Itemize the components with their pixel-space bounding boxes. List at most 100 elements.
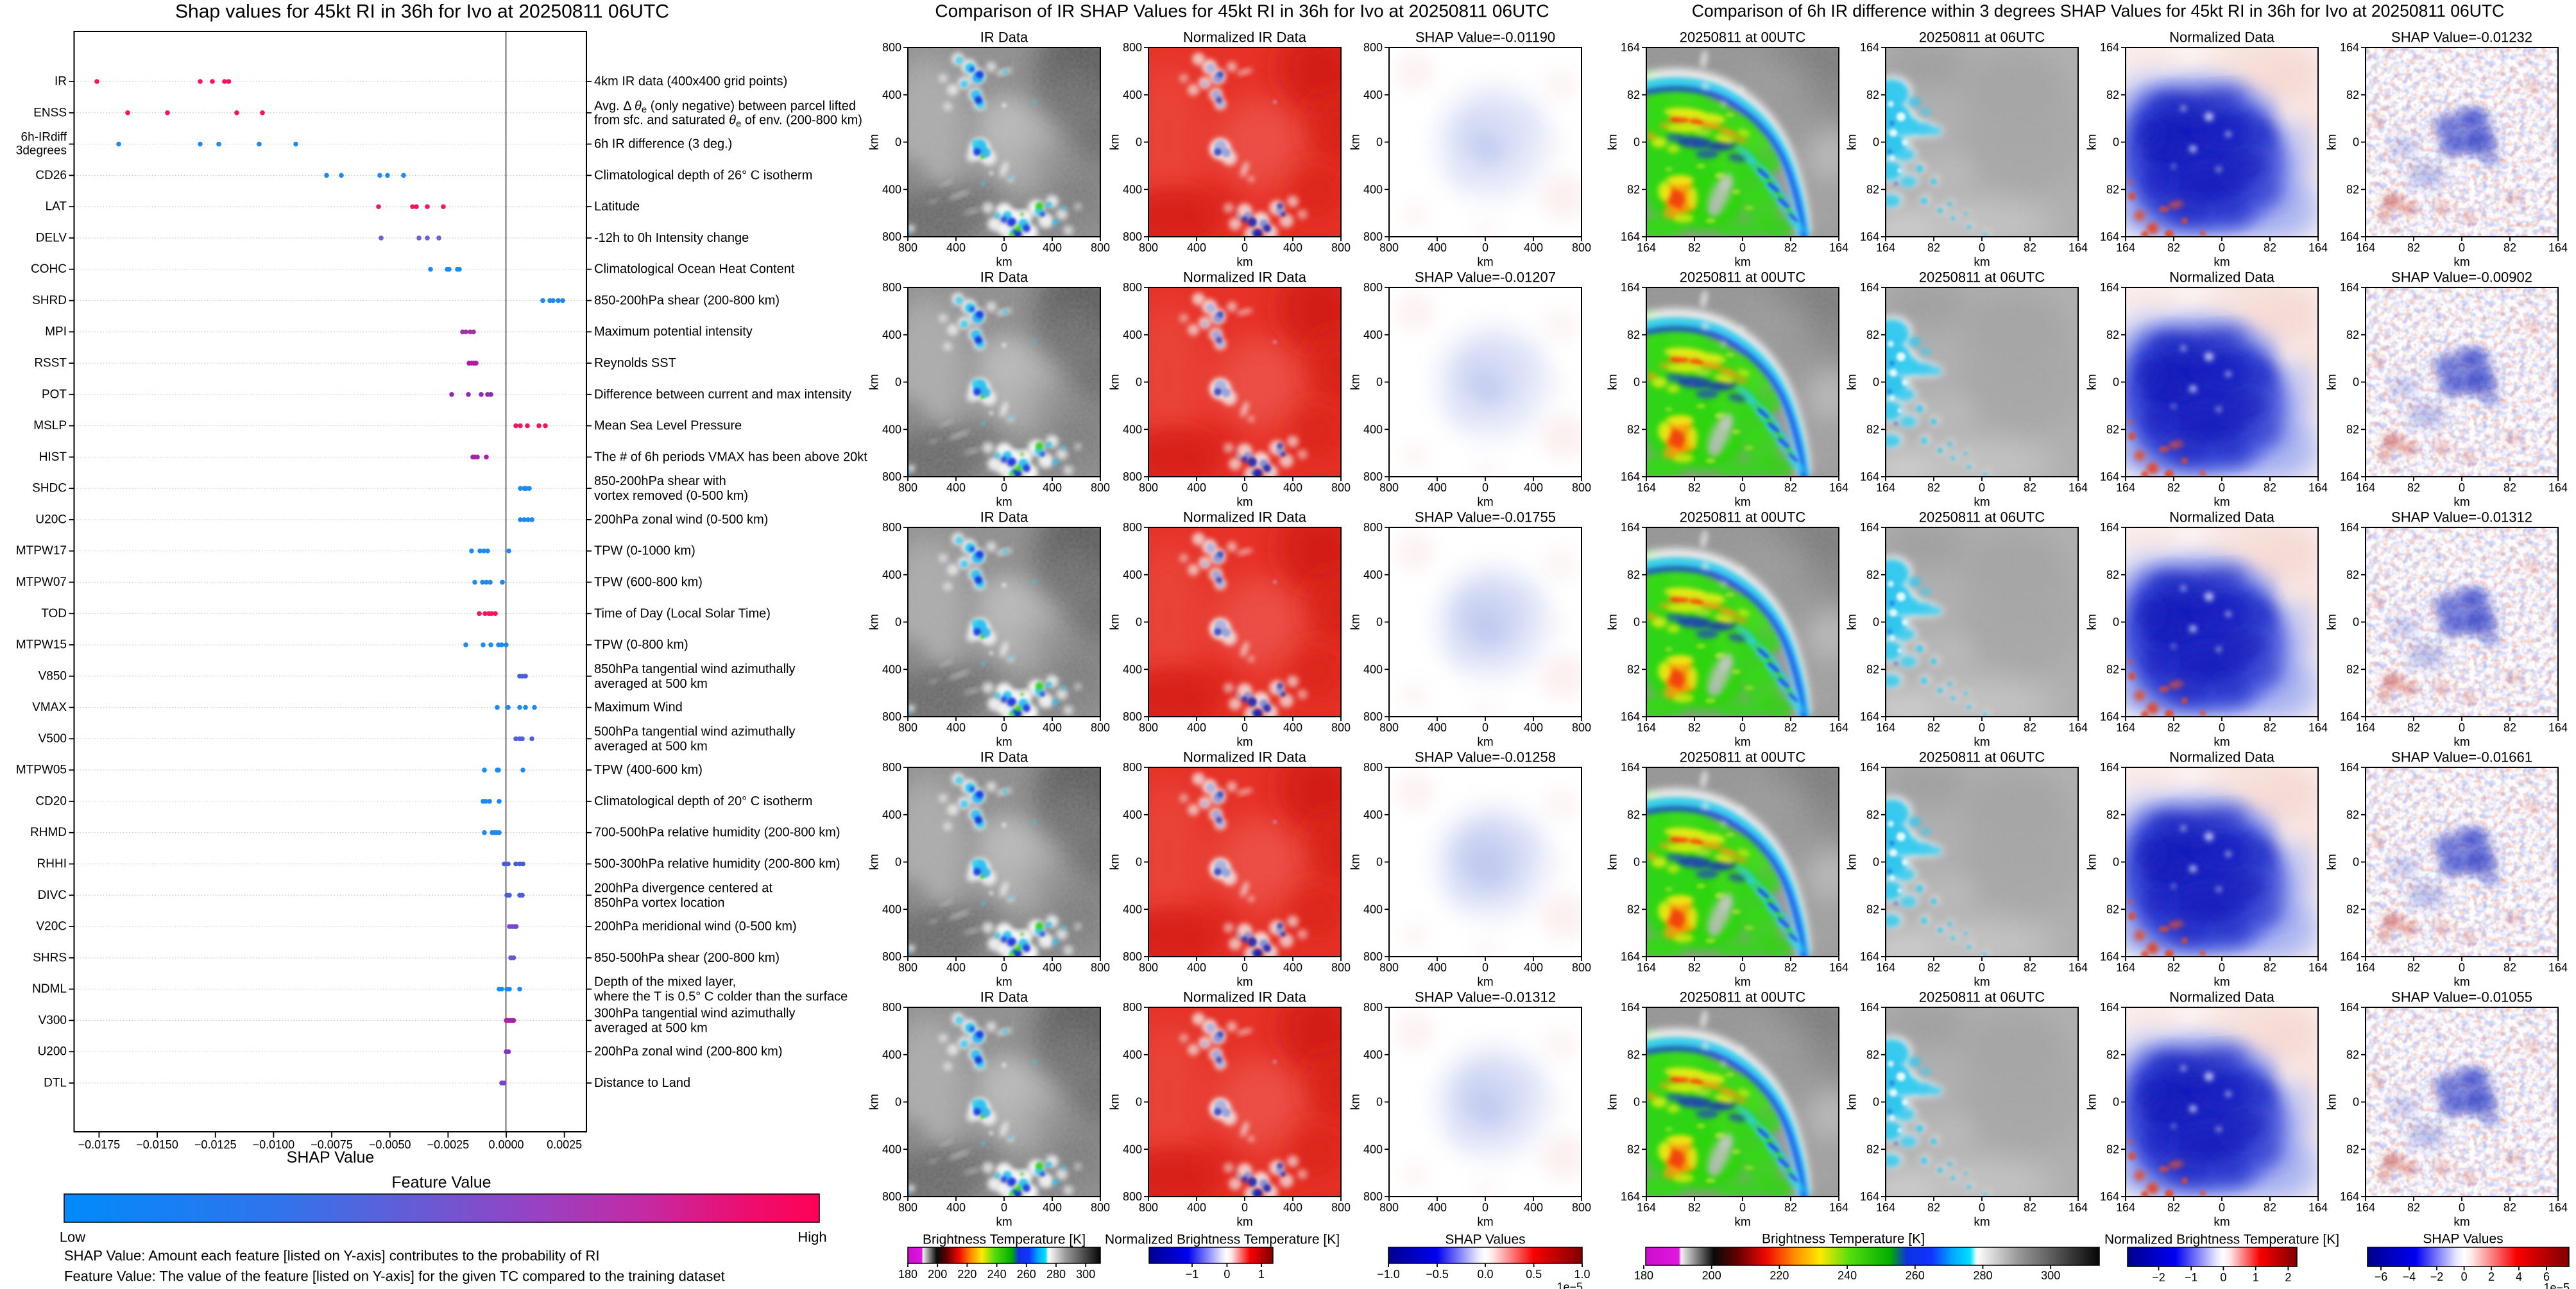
svg-text:82: 82 — [1627, 329, 1640, 341]
svg-text:800: 800 — [882, 41, 901, 54]
svg-text:82: 82 — [2106, 423, 2119, 436]
svg-text:164: 164 — [2100, 1001, 2119, 1014]
svg-text:164: 164 — [2356, 241, 2375, 254]
svg-text:82: 82 — [2503, 721, 2516, 734]
svg-text:Brightness Temperature [K]: Brightness Temperature [K] — [923, 1233, 1086, 1247]
svg-text:km: km — [1349, 614, 1363, 630]
svg-text:0: 0 — [1136, 616, 1142, 629]
svg-text:20250811 at 06UTC: 20250811 at 06UTC — [1919, 509, 2045, 525]
svg-text:0: 0 — [1376, 1096, 1383, 1109]
svg-text:0: 0 — [2219, 1201, 2225, 1214]
svg-text:V850: V850 — [38, 669, 67, 683]
svg-text:164: 164 — [2068, 721, 2088, 734]
svg-text:164: 164 — [2340, 761, 2359, 774]
svg-text:0: 0 — [895, 136, 901, 149]
svg-text:82: 82 — [1866, 808, 1879, 821]
svg-text:164: 164 — [2100, 230, 2119, 243]
svg-text:400: 400 — [1123, 568, 1142, 581]
svg-text:400: 400 — [1428, 721, 1447, 734]
svg-text:SHAP Value=-0.01055: SHAP Value=-0.01055 — [2391, 989, 2532, 1005]
svg-text:164: 164 — [2100, 950, 2119, 963]
svg-text:800: 800 — [882, 281, 901, 294]
svg-text:82: 82 — [2346, 183, 2359, 196]
svg-text:MTPW05: MTPW05 — [16, 764, 67, 777]
svg-text:IR Data: IR Data — [980, 30, 1028, 46]
svg-text:82: 82 — [2346, 423, 2359, 436]
svg-text:82: 82 — [2346, 329, 2359, 341]
svg-text:800: 800 — [1572, 241, 1591, 254]
svg-text:400: 400 — [1363, 903, 1383, 916]
svg-text:400: 400 — [1363, 663, 1383, 676]
svg-text:800: 800 — [898, 241, 917, 254]
svg-text:400: 400 — [1123, 1143, 1142, 1156]
svg-text:DELV: DELV — [36, 231, 67, 244]
svg-text:0: 0 — [1136, 1096, 1142, 1109]
svg-text:164: 164 — [2548, 721, 2568, 734]
svg-text:−2: −2 — [2152, 1271, 2165, 1284]
svg-text:82: 82 — [2264, 1201, 2276, 1214]
svg-text:164: 164 — [1860, 710, 1879, 723]
svg-text:164: 164 — [2100, 281, 2119, 294]
svg-text:82: 82 — [1688, 961, 1701, 974]
svg-text:Low: Low — [60, 1229, 85, 1245]
svg-text:400: 400 — [1363, 1048, 1383, 1061]
svg-text:400: 400 — [1123, 89, 1142, 101]
svg-text:164: 164 — [2116, 481, 2135, 494]
svg-text:IR Data: IR Data — [980, 989, 1028, 1005]
svg-text:COHC: COHC — [31, 262, 67, 276]
svg-text:km: km — [1734, 1216, 1750, 1229]
svg-text:0: 0 — [2459, 721, 2465, 734]
svg-text:0: 0 — [1739, 1201, 1746, 1214]
svg-text:850-200hPa shear with: 850-200hPa shear with — [594, 474, 726, 488]
svg-text:km: km — [1349, 854, 1363, 870]
svg-text:400: 400 — [1123, 808, 1142, 821]
svg-text:800: 800 — [1331, 1201, 1351, 1214]
svg-text:164: 164 — [2340, 521, 2359, 534]
svg-text:km: km — [868, 134, 882, 150]
svg-text:400: 400 — [1524, 241, 1543, 254]
svg-text:164: 164 — [2356, 1201, 2375, 1214]
svg-text:82: 82 — [2264, 721, 2276, 734]
svg-text:0: 0 — [1136, 376, 1142, 389]
svg-text:164: 164 — [1621, 230, 1640, 243]
svg-text:km: km — [868, 374, 882, 390]
svg-text:400: 400 — [1123, 663, 1142, 676]
svg-text:800: 800 — [898, 961, 917, 974]
svg-text:km: km — [1846, 854, 1859, 870]
svg-text:0: 0 — [1482, 961, 1488, 974]
svg-text:0: 0 — [1241, 1201, 1248, 1214]
svg-text:800: 800 — [1363, 761, 1383, 774]
svg-text:20250811 at 06UTC: 20250811 at 06UTC — [1919, 749, 2045, 765]
svg-text:400: 400 — [882, 329, 901, 341]
svg-text:400: 400 — [1187, 1201, 1206, 1214]
svg-text:82: 82 — [2407, 1201, 2420, 1214]
svg-text:82: 82 — [2346, 663, 2359, 676]
svg-text:0: 0 — [2219, 961, 2225, 974]
svg-text:164: 164 — [1829, 961, 1848, 974]
svg-text:Normalized IR Data: Normalized IR Data — [1183, 30, 1307, 46]
svg-text:800: 800 — [1123, 230, 1142, 243]
svg-text:800: 800 — [1379, 721, 1399, 734]
svg-text:−0.0175: −0.0175 — [78, 1138, 121, 1151]
svg-text:82: 82 — [2024, 241, 2036, 254]
svg-text:82: 82 — [2167, 961, 2180, 974]
svg-text:km: km — [2453, 976, 2469, 989]
svg-text:400: 400 — [946, 241, 966, 254]
svg-text:800: 800 — [1123, 1190, 1142, 1203]
svg-text:280: 280 — [1046, 1268, 1066, 1281]
svg-text:km: km — [1236, 496, 1252, 509]
svg-text:km: km — [868, 1094, 882, 1110]
svg-text:20250811 at 00UTC: 20250811 at 00UTC — [1680, 30, 1806, 46]
svg-text:TPW (400-600 km): TPW (400-600 km) — [594, 763, 703, 777]
svg-text:LAT: LAT — [46, 200, 67, 214]
svg-text:km: km — [2213, 1216, 2230, 1229]
svg-text:164: 164 — [2308, 481, 2328, 494]
svg-text:164: 164 — [1860, 761, 1879, 774]
svg-text:800: 800 — [1091, 721, 1110, 734]
svg-text:U200: U200 — [38, 1045, 67, 1059]
svg-text:SHAP Value=-0.01190: SHAP Value=-0.01190 — [1415, 30, 1555, 46]
svg-text:800: 800 — [882, 950, 901, 963]
svg-text:82: 82 — [1627, 568, 1640, 581]
svg-text:164: 164 — [1637, 961, 1656, 974]
svg-text:260: 260 — [1017, 1268, 1036, 1281]
